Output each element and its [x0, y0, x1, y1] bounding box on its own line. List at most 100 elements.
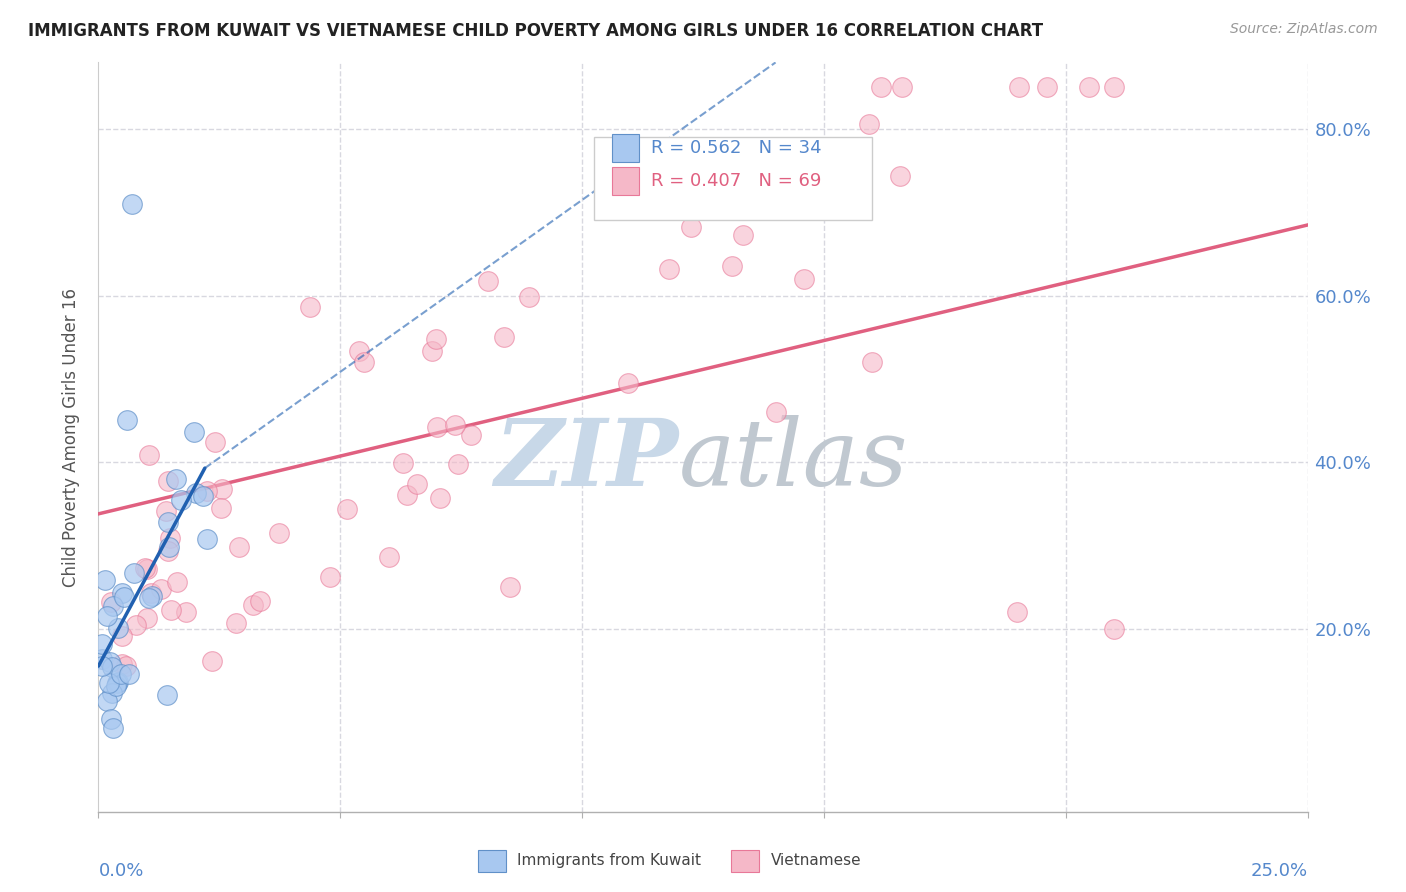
Point: [150, 582, 173, 596]
Point: [100, 655, 122, 669]
Point: [156, 544, 179, 558]
Point: [96, 693, 118, 707]
Point: [117, 413, 139, 427]
Point: [1036, 80, 1059, 95]
Bar: [613, 167, 638, 195]
Point: [1102, 622, 1125, 636]
Point: [860, 355, 883, 369]
Point: [498, 580, 520, 594]
Point: [101, 599, 124, 614]
Point: [858, 117, 880, 131]
Point: [1102, 80, 1125, 95]
Point: [228, 541, 250, 555]
Y-axis label: Child Poverty Among Girls Under 16: Child Poverty Among Girls Under 16: [62, 287, 80, 587]
Point: [447, 457, 470, 471]
Point: [156, 516, 179, 530]
Point: [444, 417, 467, 432]
Point: [186, 486, 208, 500]
Point: [107, 675, 129, 690]
Point: [155, 688, 177, 702]
Point: [242, 598, 264, 612]
Point: [100, 659, 122, 673]
Point: [392, 456, 415, 470]
Point: [135, 562, 157, 576]
Point: [425, 332, 447, 346]
Point: [195, 533, 218, 547]
Point: [353, 355, 375, 369]
Point: [122, 566, 145, 581]
Point: [111, 629, 134, 643]
Point: [100, 712, 122, 726]
Point: [159, 531, 181, 545]
Point: [1077, 80, 1099, 95]
Point: [134, 561, 156, 575]
Text: atlas: atlas: [679, 415, 908, 505]
Point: [96, 608, 118, 623]
Point: [118, 666, 141, 681]
Point: [121, 197, 143, 211]
Point: [249, 594, 271, 608]
Point: [138, 591, 160, 606]
Bar: [731, 849, 759, 872]
Text: IMMIGRANTS FROM KUWAIT VS VIETNAMESE CHILD POVERTY AMONG GIRLS UNDER 16 CORRELAT: IMMIGRANTS FROM KUWAIT VS VIETNAMESE CHI…: [28, 22, 1043, 40]
Point: [225, 615, 247, 630]
Point: [157, 474, 180, 488]
Bar: [613, 134, 638, 162]
Point: [517, 290, 540, 304]
Point: [100, 686, 122, 700]
Bar: [478, 849, 506, 872]
Point: [299, 300, 322, 314]
Point: [765, 405, 787, 419]
Point: [160, 603, 183, 617]
Point: [406, 476, 429, 491]
FancyBboxPatch shape: [595, 137, 872, 219]
Point: [631, 188, 654, 202]
Point: [420, 343, 443, 358]
Point: [94, 573, 117, 587]
Point: [426, 420, 449, 434]
Point: [870, 80, 893, 95]
Point: [101, 722, 124, 736]
Point: [616, 376, 638, 390]
Point: [183, 425, 205, 439]
Text: 0.0%: 0.0%: [98, 862, 143, 880]
Point: [141, 586, 163, 600]
Point: [91, 652, 114, 666]
Point: [138, 448, 160, 462]
Point: [111, 586, 134, 600]
Text: ZIP: ZIP: [495, 415, 679, 505]
Text: Immigrants from Kuwait: Immigrants from Kuwait: [517, 854, 702, 868]
Point: [100, 595, 122, 609]
Point: [681, 219, 703, 234]
Point: [211, 482, 233, 496]
Text: R = 0.407   N = 69: R = 0.407 N = 69: [651, 172, 821, 190]
Point: [155, 503, 177, 517]
Point: [204, 434, 226, 449]
Point: [890, 80, 912, 95]
Point: [166, 574, 188, 589]
Point: [112, 590, 135, 604]
Point: [731, 227, 754, 242]
Point: [111, 657, 134, 671]
Point: [104, 679, 127, 693]
Point: [793, 272, 815, 286]
Text: 25.0%: 25.0%: [1250, 862, 1308, 880]
Point: [1007, 80, 1029, 95]
Point: [319, 570, 342, 584]
Point: [889, 169, 911, 183]
Point: [141, 589, 163, 603]
Point: [107, 621, 129, 635]
Point: [429, 491, 451, 506]
Point: [721, 260, 744, 274]
Text: Vietnamese: Vietnamese: [770, 854, 860, 868]
Point: [658, 262, 681, 277]
Point: [1007, 605, 1029, 619]
Text: R = 0.562   N = 34: R = 0.562 N = 34: [651, 139, 821, 157]
Point: [377, 550, 399, 565]
Point: [115, 659, 138, 673]
Point: [395, 488, 418, 502]
Point: [98, 675, 121, 690]
Point: [201, 654, 224, 668]
Point: [125, 618, 148, 632]
Point: [193, 489, 215, 503]
